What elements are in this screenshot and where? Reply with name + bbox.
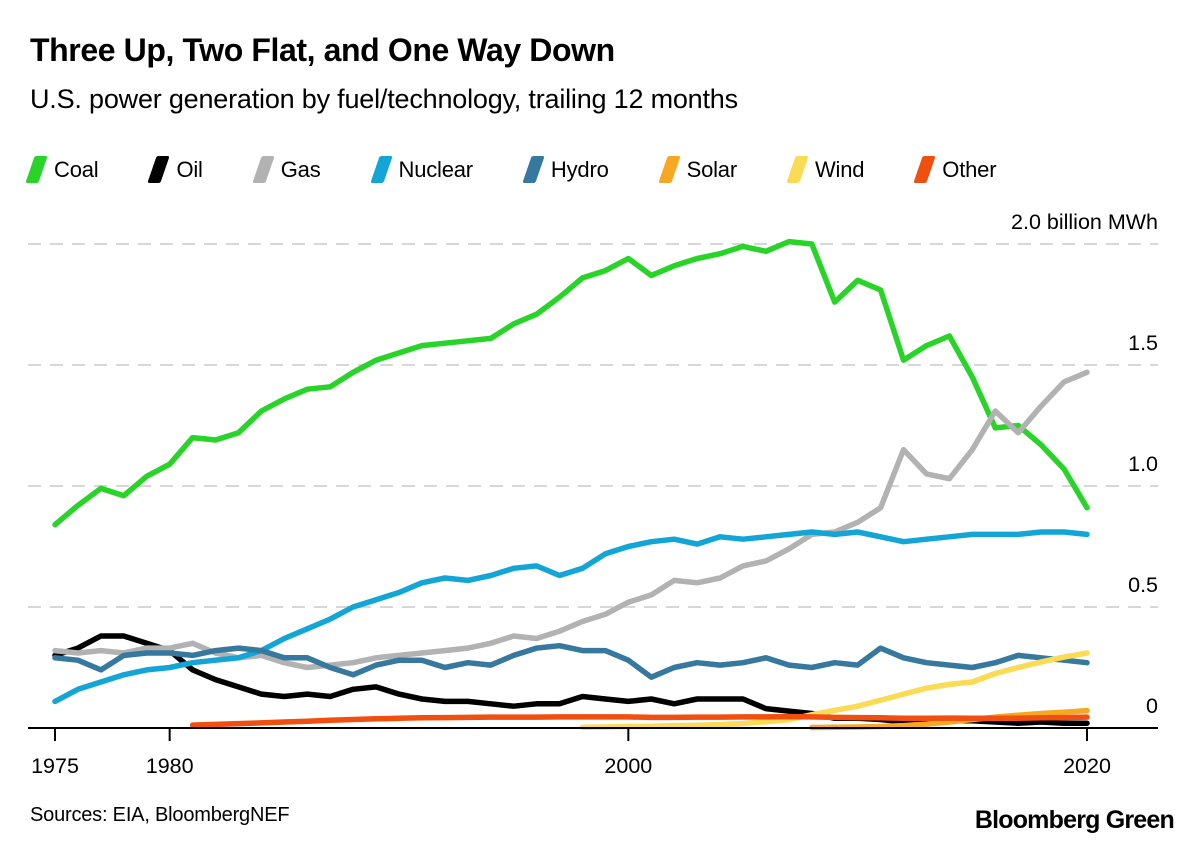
legend-label-gas: Gas bbox=[280, 156, 321, 182]
legend-item-hydro: Hydro bbox=[522, 156, 609, 183]
series-line-nuclear bbox=[52, 529, 1090, 705]
legend-item-coal: Coal bbox=[25, 156, 99, 183]
chart-title: Three Up, Two Flat, and One Way Down bbox=[30, 32, 615, 68]
legend-item-oil: Oil bbox=[147, 156, 203, 183]
legend-label-hydro: Hydro bbox=[550, 156, 609, 182]
y-axis-label-0.5: 0.5 bbox=[1128, 573, 1158, 597]
x-axis-label-2000: 2000 bbox=[604, 754, 652, 778]
legend-label-wind: Wind bbox=[814, 156, 865, 182]
y-axis-label-1.5: 1.5 bbox=[1128, 331, 1158, 355]
y-axis-label-2: 2.0 billion MWh bbox=[1011, 210, 1158, 234]
x-axis-label-2020: 2020 bbox=[1063, 754, 1111, 778]
series-line-other bbox=[189, 713, 1090, 728]
chart-legend: Coal Oil Gas Nuclear Hydro Solar Wind O bbox=[25, 156, 997, 183]
x-axis-label-1975: 1975 bbox=[31, 754, 79, 778]
legend-item-nuclear: Nuclear bbox=[369, 156, 474, 183]
series-line-coal bbox=[52, 238, 1090, 528]
legend-item-gas: Gas bbox=[252, 156, 321, 183]
legend-item-other: Other bbox=[913, 156, 997, 183]
series-line-wind bbox=[579, 650, 1090, 731]
legend-label-other: Other bbox=[942, 156, 997, 182]
series-line-hydro bbox=[52, 642, 1090, 680]
y-axis-label-1: 1.0 bbox=[1128, 452, 1158, 476]
sources-note: Sources: EIA, BloombergNEF bbox=[30, 804, 290, 826]
legend-label-solar: Solar bbox=[686, 156, 738, 182]
x-axis-label-1980: 1980 bbox=[146, 754, 194, 778]
chart-subtitle: U.S. power generation by fuel/technology… bbox=[30, 84, 738, 114]
legend-label-oil: Oil bbox=[176, 156, 203, 182]
legend-item-wind: Wind bbox=[786, 156, 865, 183]
legend-item-solar: Solar bbox=[657, 156, 738, 183]
legend-label-nuclear: Nuclear bbox=[398, 156, 474, 182]
series-line-gas bbox=[52, 369, 1090, 671]
y-axis-label-0: 0 bbox=[1146, 694, 1158, 718]
bloomberg-green-logo: Bloomberg Green bbox=[974, 806, 1175, 834]
series-line-oil bbox=[52, 633, 1090, 726]
legend-label-coal: Coal bbox=[54, 156, 99, 182]
